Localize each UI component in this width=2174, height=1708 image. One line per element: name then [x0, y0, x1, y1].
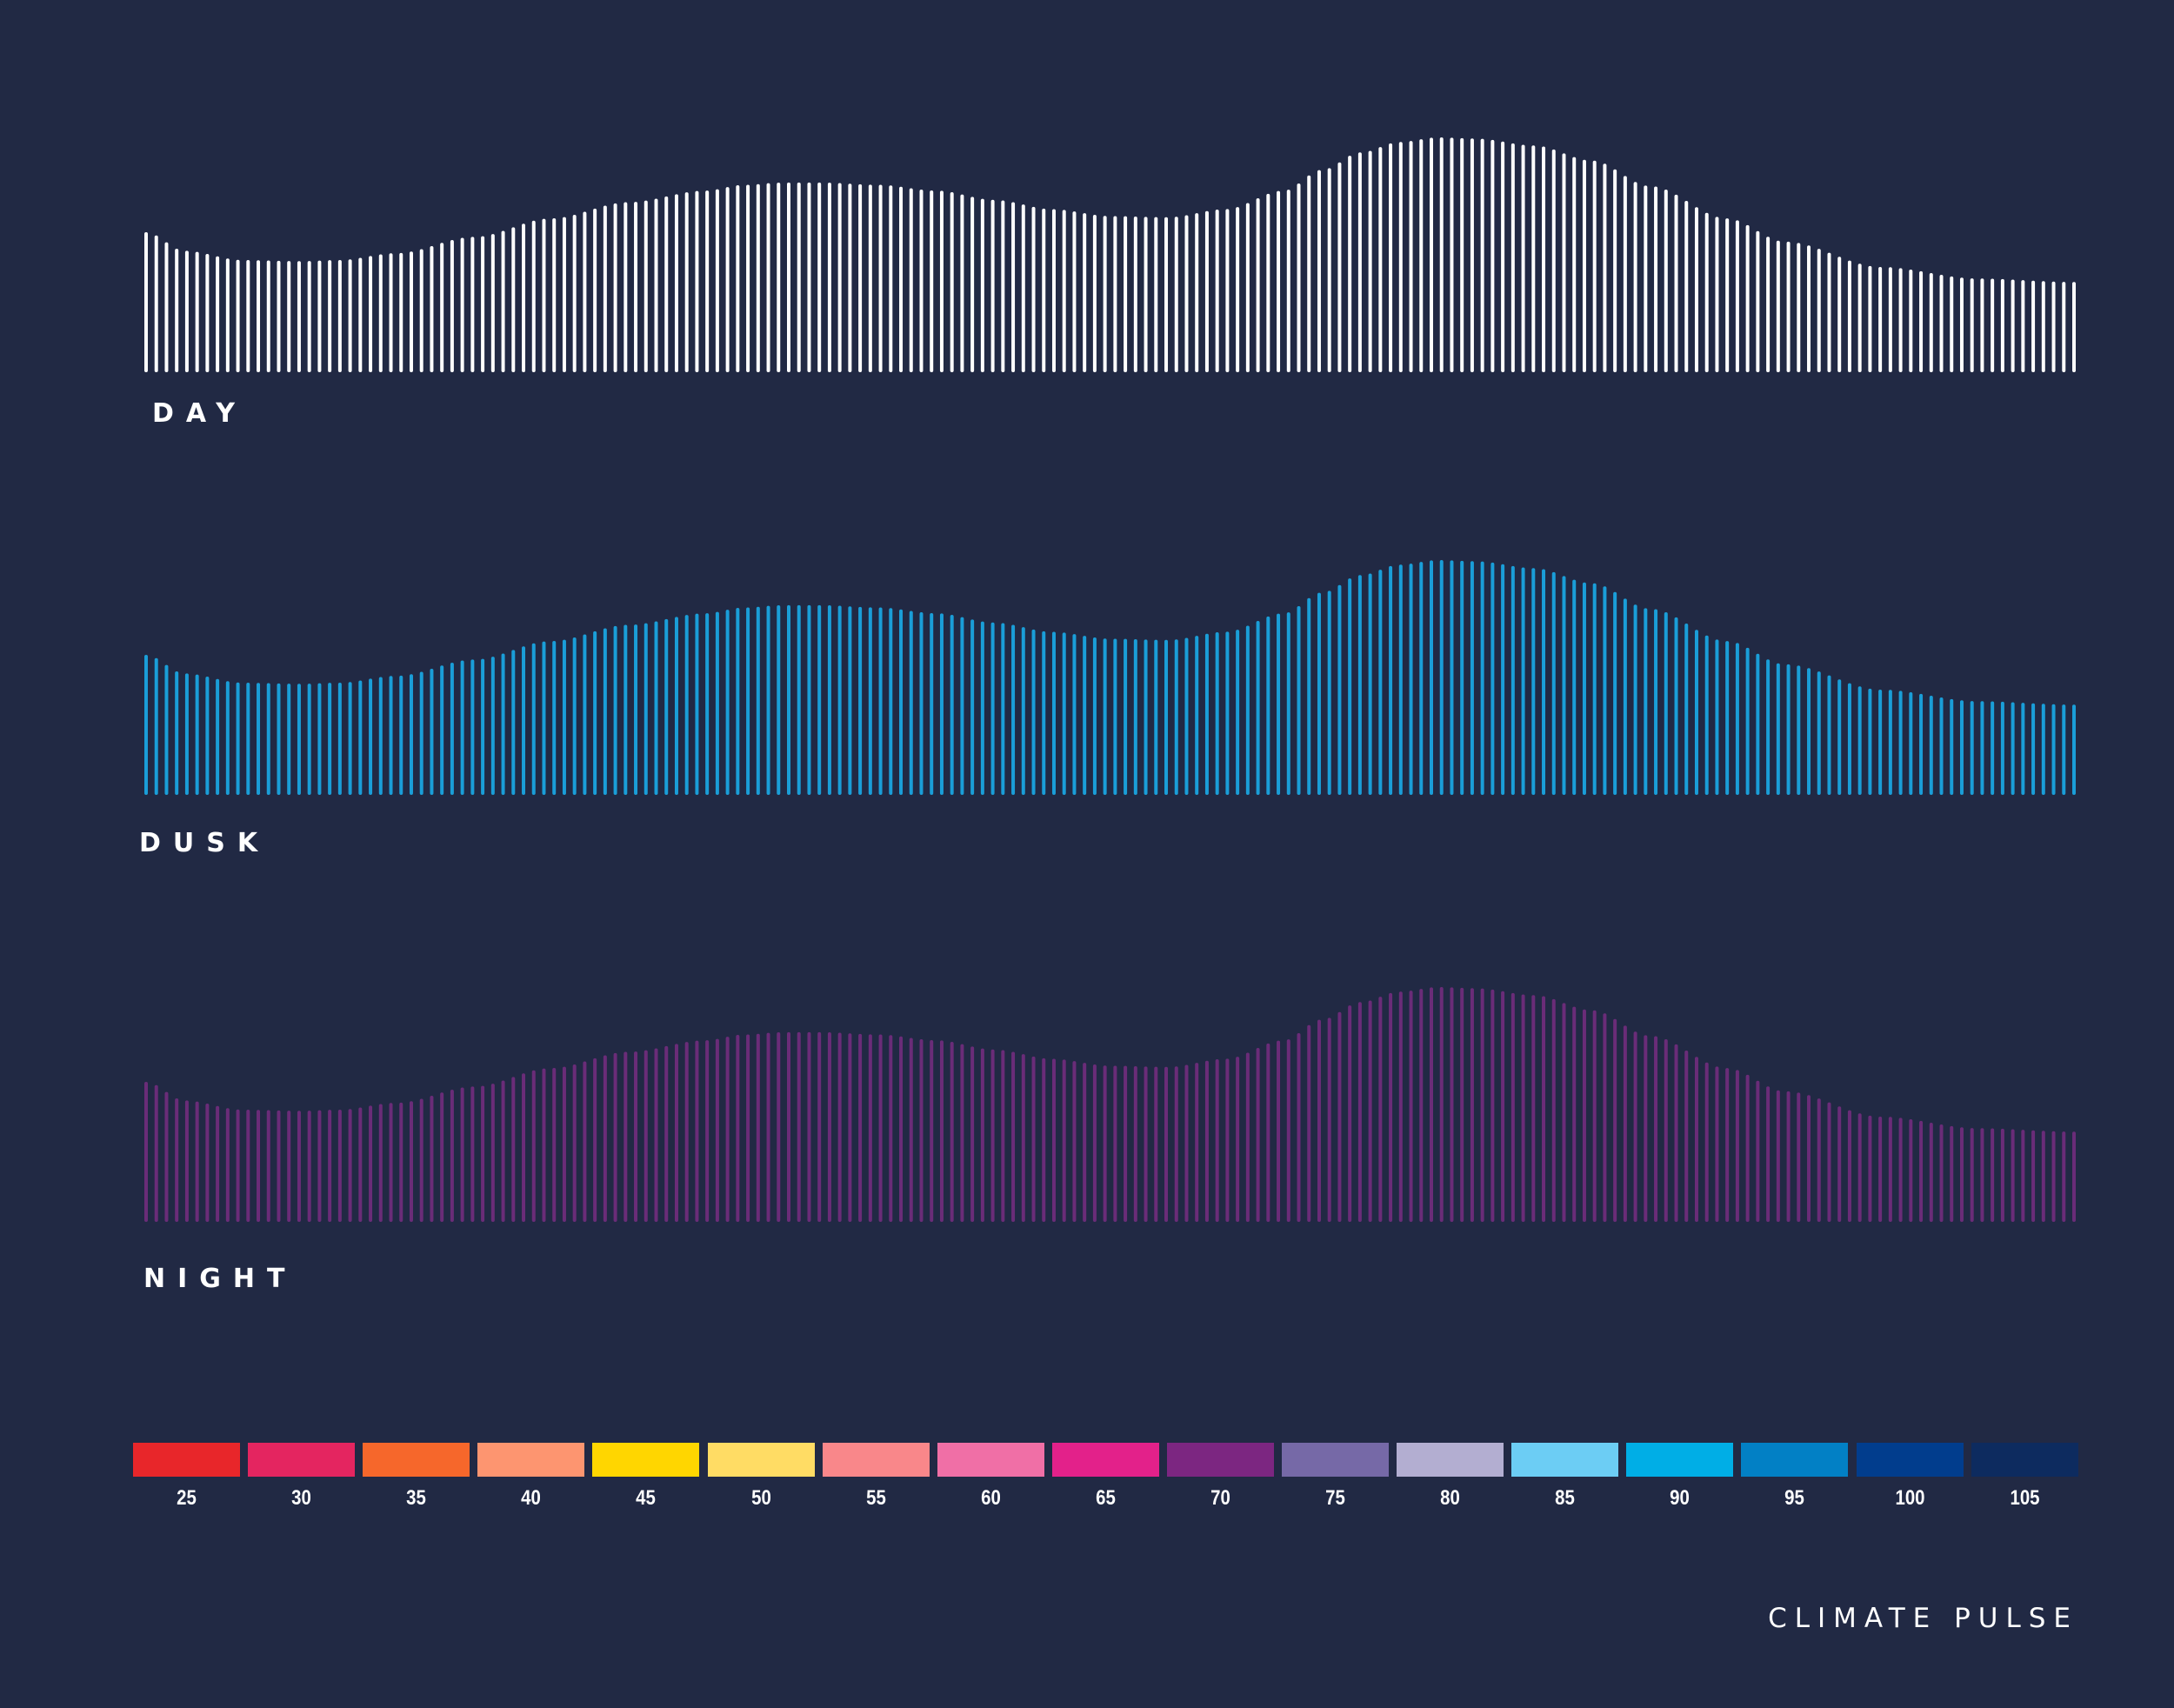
- legend-label: 70: [1210, 1486, 1230, 1510]
- legend-swatch: [1626, 1443, 1734, 1477]
- legend-label: 45: [636, 1486, 657, 1510]
- legend-label: 60: [980, 1486, 1001, 1510]
- legend-item: 25: [133, 1443, 240, 1510]
- legend-label: 75: [1325, 1486, 1345, 1510]
- legend-swatch: [248, 1443, 356, 1477]
- legend-label: 40: [521, 1486, 542, 1510]
- legend-item: 80: [1397, 1443, 1504, 1510]
- legend-swatch: [822, 1443, 930, 1477]
- day-label: DAY: [152, 398, 247, 429]
- legend-item: 35: [363, 1443, 470, 1510]
- dusk-label: DUSK: [139, 828, 270, 858]
- brand-title: CLIMATE PULSE: [1768, 1603, 2078, 1634]
- wave-band-dusk: [144, 560, 2076, 795]
- legend-item: 55: [822, 1443, 930, 1510]
- legend-label: 80: [1440, 1486, 1460, 1510]
- legend-item: 30: [248, 1443, 356, 1510]
- night-label: NIGHT: [143, 1264, 297, 1294]
- legend-item: 65: [1051, 1443, 1159, 1510]
- legend-label: 100: [1894, 1486, 1925, 1510]
- legend-label: 95: [1784, 1486, 1805, 1510]
- legend-item: 75: [1282, 1443, 1389, 1510]
- legend-item: 50: [707, 1443, 815, 1510]
- legend-swatch: [133, 1443, 240, 1477]
- legend-item: 85: [1511, 1443, 1619, 1510]
- legend-label: 65: [1095, 1486, 1116, 1510]
- legend-swatch: [1397, 1443, 1504, 1477]
- legend-swatch: [1741, 1443, 1849, 1477]
- legend-swatch: [592, 1443, 700, 1477]
- wave-band-day: [144, 137, 2076, 372]
- legend-swatch: [1051, 1443, 1159, 1477]
- legend-swatch: [937, 1443, 1044, 1477]
- legend-item: 60: [937, 1443, 1044, 1510]
- legend-swatch: [363, 1443, 470, 1477]
- legend-swatch: [707, 1443, 815, 1477]
- legend-item: 40: [477, 1443, 585, 1510]
- color-legend: 25 30 35 40 45 50 55 60 65 70 75 80 85 90 95 100 105: [133, 1443, 2078, 1510]
- legend-swatch: [1856, 1443, 1964, 1477]
- legend-label: 85: [1555, 1486, 1576, 1510]
- legend-item: 95: [1741, 1443, 1849, 1510]
- legend-swatch: [1282, 1443, 1389, 1477]
- legend-label: 35: [406, 1486, 427, 1510]
- legend-label: 105: [2010, 1486, 2040, 1510]
- legend-label: 30: [291, 1486, 311, 1510]
- legend-label: 25: [177, 1486, 197, 1510]
- legend-label: 90: [1670, 1486, 1691, 1510]
- legend-item: 45: [592, 1443, 700, 1510]
- legend-swatch: [1511, 1443, 1619, 1477]
- legend-item: 70: [1166, 1443, 1274, 1510]
- legend-label: 50: [750, 1486, 771, 1510]
- legend-swatch: [477, 1443, 585, 1477]
- wave-band-night: [144, 987, 2076, 1222]
- legend-swatch: [1166, 1443, 1274, 1477]
- legend-item: 105: [1971, 1443, 2078, 1510]
- legend-label: 55: [865, 1486, 886, 1510]
- legend-item: 100: [1856, 1443, 1964, 1510]
- legend-item: 90: [1626, 1443, 1734, 1510]
- legend-swatch: [1971, 1443, 2078, 1477]
